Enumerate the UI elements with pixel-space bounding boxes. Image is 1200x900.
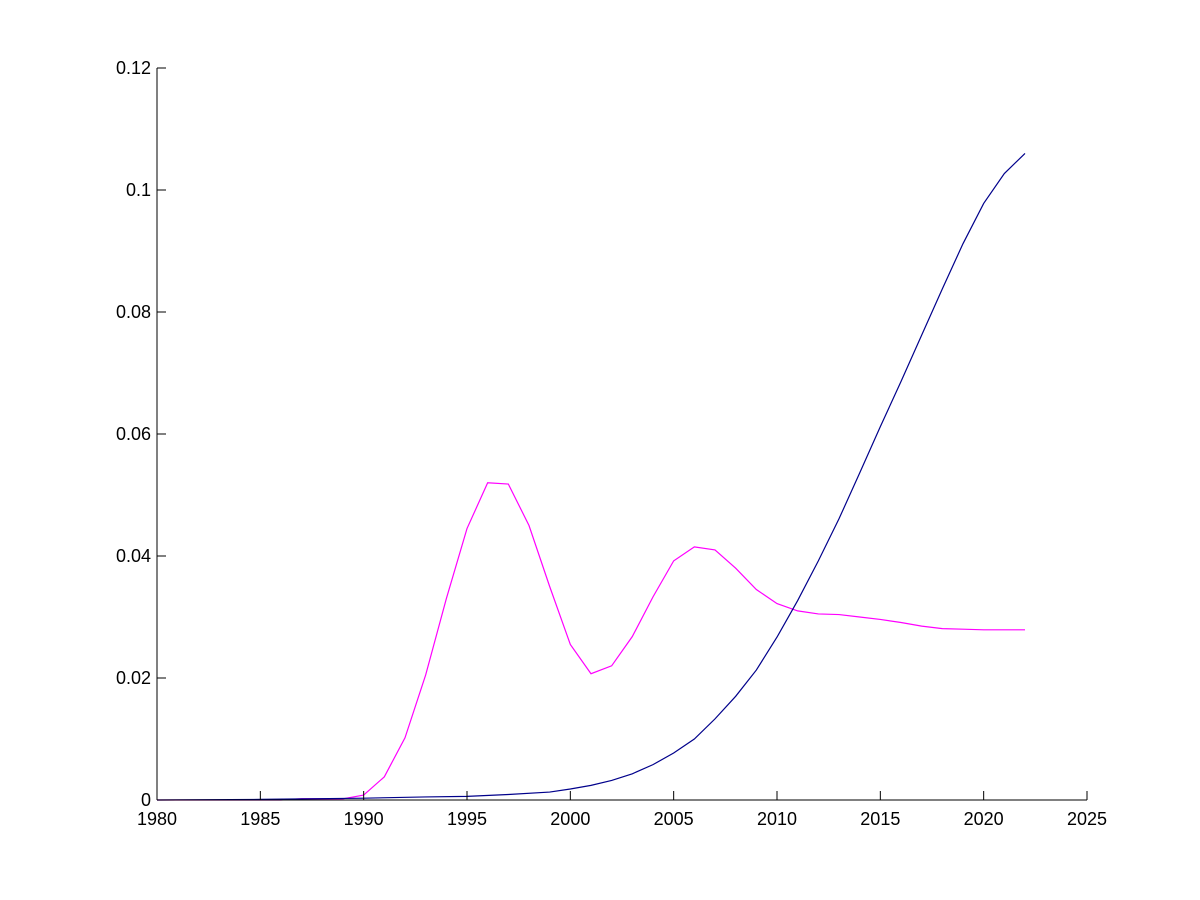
- x-tick-label: 1980: [137, 809, 177, 829]
- y-tick-label: 0.02: [116, 668, 151, 688]
- x-tick-label: 1990: [344, 809, 384, 829]
- series-line-2: [156, 152, 1026, 801]
- x-tick-label: 1985: [240, 809, 280, 829]
- x-tick-label: 2025: [1067, 809, 1107, 829]
- y-tick-label: 0.1: [126, 180, 151, 200]
- x-tick-label: 2015: [860, 809, 900, 829]
- x-tick-label: 1995: [447, 809, 487, 829]
- series-layer: [156, 152, 1026, 801]
- y-tick-label: 0: [141, 790, 151, 810]
- y-tick-label: 0.12: [116, 58, 151, 78]
- y-tick-label: 0.04: [116, 546, 151, 566]
- series-line-1: [157, 482, 1025, 801]
- x-tick-label: 2010: [757, 809, 797, 829]
- y-tick-label: 0.06: [116, 424, 151, 444]
- x-tick-label: 2020: [964, 809, 1004, 829]
- x-tick-label: 2005: [654, 809, 694, 829]
- x-tick-label: 2000: [550, 809, 590, 829]
- axes-layer: 1980 1985 1990 1995 2000 2005 2010 2015 2020 2025…: [116, 58, 1107, 829]
- y-tick-label: 0.08: [116, 302, 151, 322]
